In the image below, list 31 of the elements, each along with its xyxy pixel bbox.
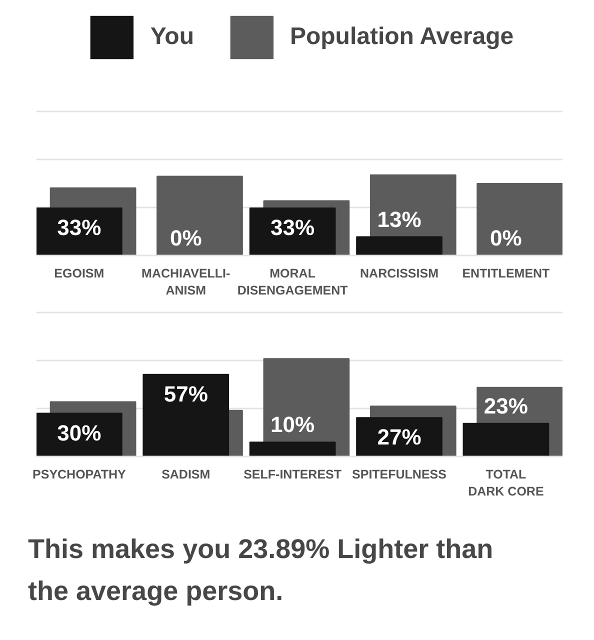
x-tick-label: EGOISM <box>54 266 104 280</box>
data-label: 30% <box>57 420 102 446</box>
bar <box>249 207 336 256</box>
data-label: 33% <box>270 214 315 240</box>
legend-label: Population Average <box>290 23 514 51</box>
data-label: 27% <box>377 424 422 450</box>
bar <box>36 207 122 256</box>
x-tick-label: SELF-INTEREST <box>244 468 342 482</box>
x-tick-label: ENTITLEMENT <box>462 266 550 280</box>
bar <box>156 176 243 256</box>
data-label: 57% <box>164 381 208 406</box>
bar <box>356 236 442 256</box>
text: This makes you 23.89% Lighter than the average person. <box>28 533 494 608</box>
data-label: 23% <box>484 393 528 418</box>
x-tick-label: NARCISSISM <box>360 266 439 280</box>
x-tick-label: TOTAL DARK CORE <box>468 468 544 498</box>
bar <box>249 442 336 456</box>
x-tick-label: MACHIAVELLI- ANISM <box>142 266 230 298</box>
x-tick-label: MORAL DISENGAGEMENT <box>237 266 348 298</box>
bar <box>142 374 230 456</box>
x-tick-label: SADISM <box>162 468 210 482</box>
data-label: 13% <box>377 206 422 232</box>
x-tick-label: SPITEFULNESS <box>352 468 446 482</box>
data-label: 33% <box>57 214 102 240</box>
x-tick-label: PSYCHOPATHY <box>32 468 126 482</box>
data-label: 10% <box>270 412 315 438</box>
bar <box>476 183 562 256</box>
data-label: 0% <box>170 226 202 250</box>
bar <box>462 422 550 456</box>
legend-label: You <box>150 23 194 51</box>
data-label: 0% <box>490 226 522 250</box>
